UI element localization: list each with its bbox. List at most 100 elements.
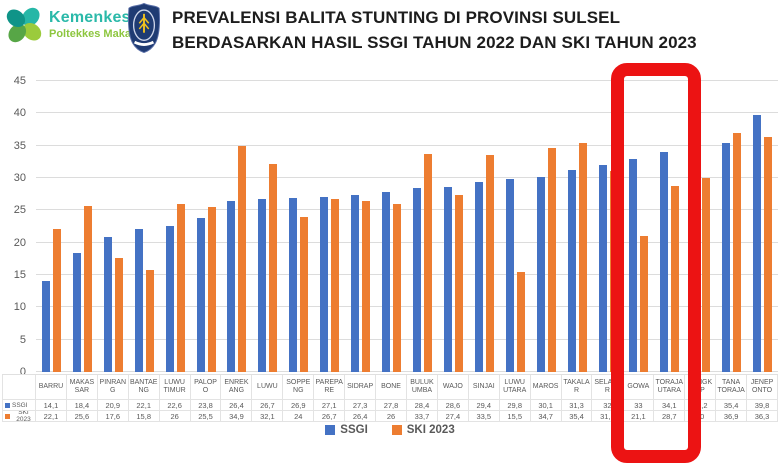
table-value-cell: 21,1 [623, 411, 655, 422]
bar-group-bulukumba [407, 81, 438, 372]
table-header-luwu-timur: LUWU TIMUR [159, 375, 191, 400]
table-value-cell: 29,8 [499, 400, 531, 411]
bar-group-palopo [191, 81, 222, 372]
bar-ski-2023 [83, 206, 92, 372]
bar-ski-2023 [516, 271, 525, 372]
chart-title: PREVALENSI BALITA STUNTING DI PROVINSI S… [172, 6, 772, 55]
bar-ski-2023 [393, 203, 402, 372]
y-tick-label-10: 10 [13, 301, 26, 314]
gridline-y-20 [36, 241, 778, 243]
bar-ssgi [227, 201, 236, 372]
table-value-cell: 28,6 [437, 400, 469, 411]
table-value-cell: 27,4 [437, 411, 469, 422]
bar-ssgi [413, 188, 422, 372]
bar-group-enrekang [222, 81, 253, 372]
table-header-luwu: LUWU [252, 375, 284, 400]
bar-ski-2023 [485, 155, 494, 372]
table-value-cell: 34,7 [530, 411, 562, 422]
bar-ssgi [536, 177, 545, 372]
table-value-cell: 28,7 [654, 411, 686, 422]
table-value-cell: 25,6 [66, 411, 98, 422]
legend-swatch-icon [325, 425, 336, 435]
legend-label: SKI 2023 [406, 424, 455, 436]
gridline-y-35 [36, 144, 778, 146]
bar-group-gowa [624, 81, 655, 372]
bar-group-luwu [252, 81, 283, 372]
bar-group-luwu-timur [160, 81, 191, 372]
legend-swatch-icon [5, 402, 10, 408]
table-header-soppeng: SOPPENG [283, 375, 315, 400]
kemenkes-clover-icon [6, 7, 42, 43]
y-tick-label-15: 15 [13, 269, 26, 281]
bar-ssgi [351, 195, 360, 372]
table-header-maros: MAROS [530, 375, 562, 400]
bar-ski-2023 [454, 194, 463, 372]
table-value-cell: 36,9 [716, 411, 748, 422]
gridline-y-30 [36, 177, 778, 178]
legend-swatch-icon [391, 425, 402, 435]
bar-group-wajo [438, 81, 469, 372]
bar-group-jeneponto [747, 81, 778, 372]
table-value-cell: 28,4 [406, 400, 438, 411]
table-header-enrekang: ENREKANG [221, 375, 253, 400]
table-value-cell: 29,4 [468, 400, 500, 411]
logo-sub-name: Poltekkes Makassar [49, 28, 154, 40]
gridline-y-0 [36, 371, 778, 372]
table-value-cell: 33,5 [468, 411, 500, 422]
table-value-cell: 30,1 [530, 400, 562, 411]
table-row-series-name: SKI 2023 [16, 411, 31, 422]
bar-ski-2023 [578, 143, 587, 372]
gridline-y-40 [36, 112, 778, 114]
table-value-cell: 17,6 [97, 411, 129, 422]
y-tick-label-25: 25 [13, 204, 26, 217]
bar-group-makassar [67, 81, 98, 372]
table-header-gowa: GOWA [623, 375, 655, 400]
bar-ski-2023 [547, 147, 556, 372]
table-header-bulukumba: BULUKUMBA [406, 375, 438, 400]
bar-ssgi [165, 225, 174, 372]
bar-ski-2023 [300, 216, 309, 372]
table-value-cell: 26,4 [221, 400, 253, 411]
chart-legend: SSGI SKI 2023 [0, 424, 780, 436]
table-value-cell: 33 [623, 400, 655, 411]
table-header-palopo: PALOPO [190, 375, 222, 400]
table-value-cell: 18,4 [66, 400, 98, 411]
bar-ssgi [382, 192, 391, 372]
table-value-cell: 15,5 [499, 411, 531, 422]
table-value-cell: 24 [283, 411, 315, 422]
table-value-cell: 25,5 [190, 411, 222, 422]
highlight-box-gowa [611, 63, 701, 463]
kemenkes-logo: Kemenkes Poltekkes Makassar [3, 3, 154, 47]
bar-group-toraja-utara [654, 81, 685, 372]
table-value-cell: 15,8 [128, 411, 160, 422]
bar-group-sinjai [469, 81, 500, 372]
table-header-jeneponto: JENEPONTO [747, 375, 778, 400]
bar-ski-2023 [114, 258, 123, 372]
bar-ssgi [289, 198, 298, 372]
bar-ski-2023 [640, 235, 649, 372]
table-value-cell: 31,3 [561, 400, 593, 411]
table-header-sidrap: SIDRAP [345, 375, 377, 400]
bar-ssgi [722, 143, 731, 372]
table-value-cell: 27,8 [376, 400, 407, 411]
bar-ski-2023 [176, 203, 185, 372]
bar-ski-2023 [331, 199, 340, 372]
bar-ssgi [598, 165, 607, 372]
legend-label: SSGI [340, 424, 368, 436]
bar-group-bantaeng [129, 81, 160, 372]
table-value-cell: 22,6 [159, 400, 191, 411]
table-value-cell: 35,4 [716, 400, 748, 411]
table-value-cell: 36,3 [747, 411, 778, 422]
table-header-parepare: PAREPARE [314, 375, 346, 400]
y-tick-label-40: 40 [13, 107, 26, 120]
bar-group-parepare [314, 81, 345, 372]
table-header-makassar: MAKASSAR [66, 375, 98, 400]
table-header-toraja-utara: TORAJA UTARA [654, 375, 686, 400]
table-value-cell: 34,9 [221, 411, 253, 422]
table-value-cell: 27,3 [345, 400, 377, 411]
bar-ssgi [103, 236, 112, 372]
table-value-cell: 20,9 [97, 400, 129, 411]
bar-ssgi [660, 151, 669, 372]
chart-title-line1: PREVALENSI BALITA STUNTING DI PROVINSI S… [172, 8, 621, 27]
